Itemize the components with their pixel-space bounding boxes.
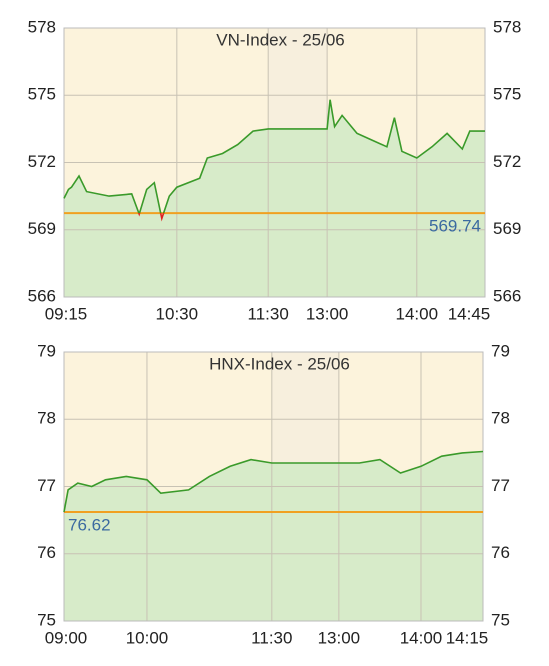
y-tick-label-right: 75 xyxy=(491,610,510,629)
y-tick-label-right: 578 xyxy=(493,17,521,36)
chart-title: VN-Index - 25/06 xyxy=(216,30,345,49)
chart-title: HNX-Index - 25/06 xyxy=(209,354,350,373)
line xyxy=(63,450,484,513)
y-tick-label: 569 xyxy=(28,219,56,238)
chart: 569.74 VN-Index - 25/06 566 566 569 569 572 572… xyxy=(28,17,522,323)
y-tick-label-right: 572 xyxy=(493,152,521,171)
y-tick-label-right: 569 xyxy=(493,219,521,238)
x-tick-label: 09:15 xyxy=(45,304,88,323)
y-tick-label-right: 77 xyxy=(491,476,510,495)
y-tick-label: 566 xyxy=(28,286,56,305)
x-tick-label: 13:00 xyxy=(306,304,349,323)
x-tick-label: 14:15 xyxy=(446,628,489,647)
y-tick-label: 75 xyxy=(37,610,56,629)
line xyxy=(63,99,485,214)
y-tick-label-right: 78 xyxy=(491,409,510,428)
plot-frame xyxy=(63,351,484,622)
y-tick-label-right: 566 xyxy=(493,286,521,305)
y-tick-label-right: 79 xyxy=(491,341,510,360)
y-tick-label: 572 xyxy=(28,152,56,171)
reference-label: 76.62 xyxy=(68,516,111,535)
x-tick-label: 10:30 xyxy=(156,304,199,323)
y-tick-label: 76 xyxy=(37,543,56,562)
plot-frame xyxy=(63,27,486,298)
area xyxy=(64,451,483,621)
area xyxy=(64,99,485,297)
y-tick-label-right: 575 xyxy=(493,85,521,104)
chart: 76.62 HNX-Index - 25/06 75 75 76 76 77 77 78 78 79… xyxy=(37,341,510,647)
x-tick-label: 14:00 xyxy=(400,628,443,647)
x-tick-label: 11:30 xyxy=(248,304,289,323)
y-tick-label: 578 xyxy=(28,17,56,36)
x-tick-label: 09:00 xyxy=(45,628,88,647)
y-tick-label: 79 xyxy=(37,341,56,360)
y-tick-label: 77 xyxy=(37,476,56,495)
reference-label: 569.74 xyxy=(429,217,481,236)
y-tick-label-right: 76 xyxy=(491,543,510,562)
x-tick-label: 14:00 xyxy=(396,304,439,323)
y-tick-label: 78 xyxy=(37,409,56,428)
x-tick-label: 10:00 xyxy=(126,628,169,647)
y-tick-label: 575 xyxy=(28,85,56,104)
x-tick-label: 14:45 xyxy=(448,304,491,323)
x-tick-label: 13:00 xyxy=(318,628,361,647)
x-tick-label: 11:30 xyxy=(251,628,292,647)
